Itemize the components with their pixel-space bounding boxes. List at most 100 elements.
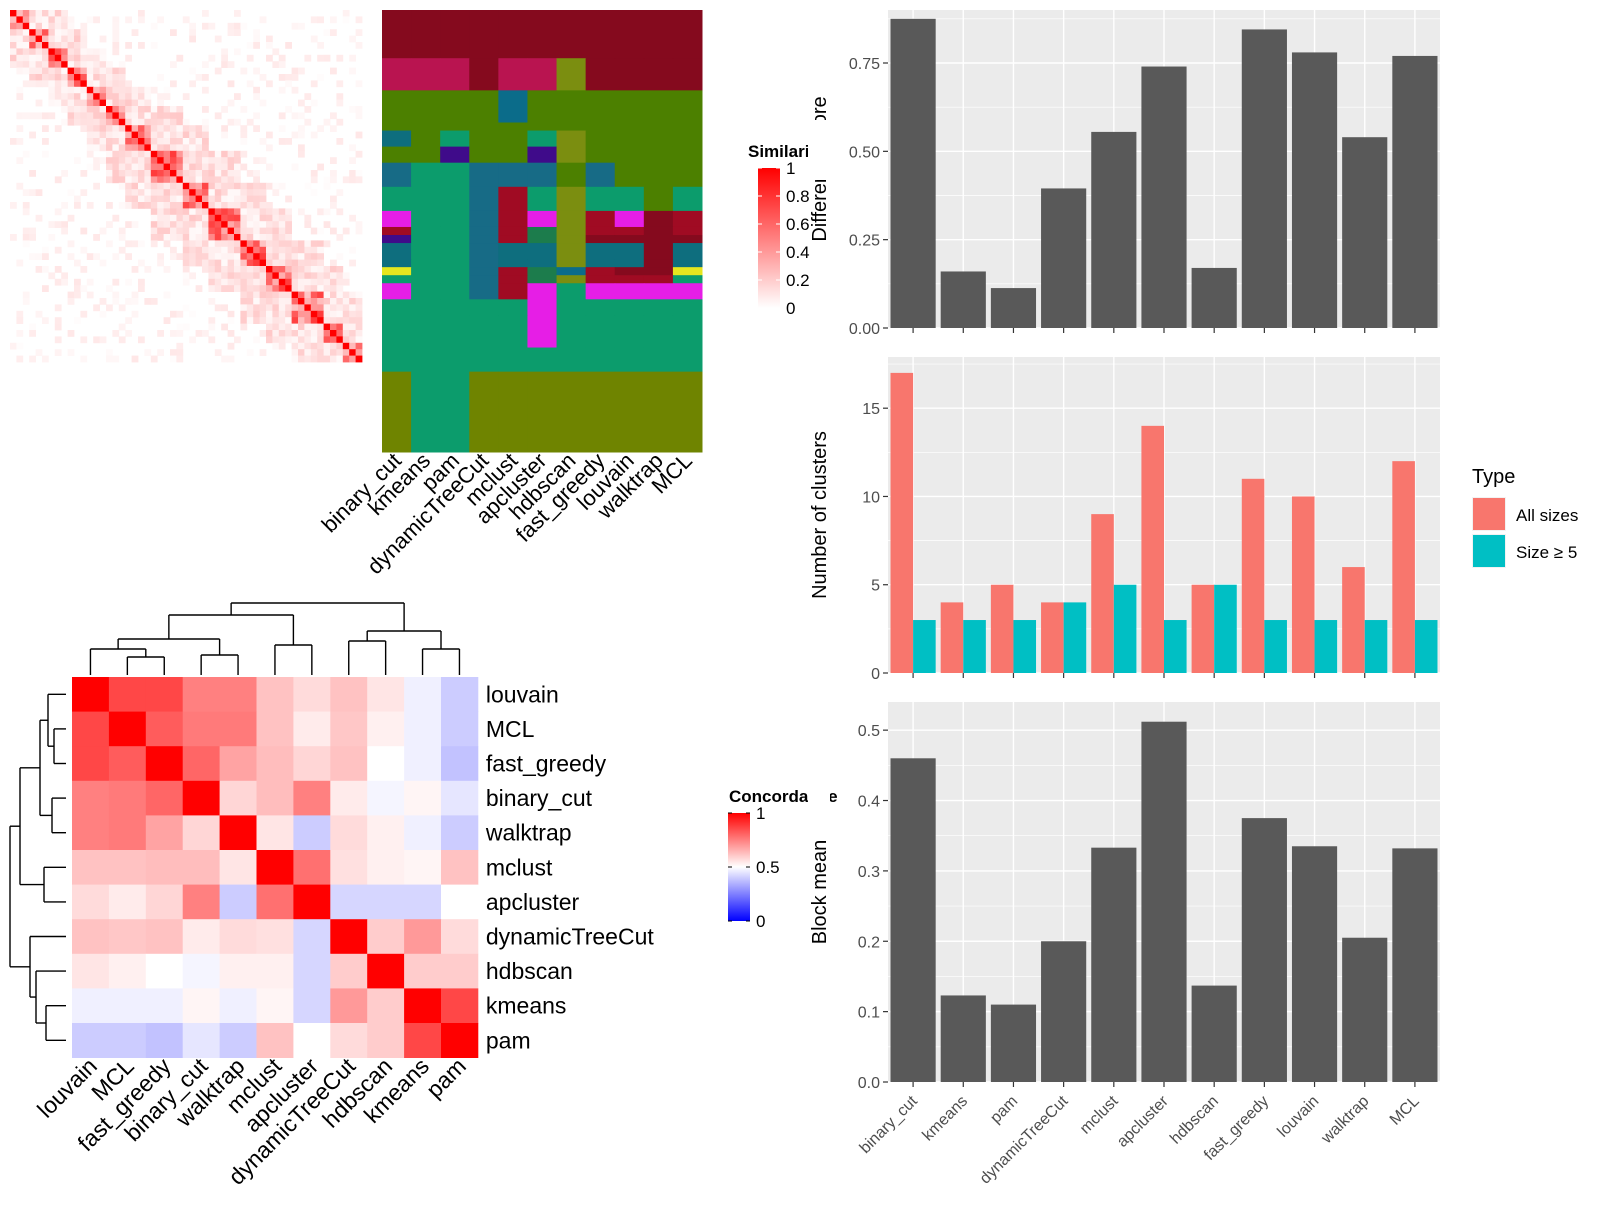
concordance-cell [293, 884, 331, 920]
similarity-cell [29, 253, 36, 260]
similarity-cell [138, 99, 145, 107]
similarity-cell [118, 118, 126, 126]
similarity-cell [163, 118, 171, 126]
similarity-cell [246, 182, 254, 190]
similarity-cell [285, 253, 292, 260]
similarity-cell [99, 144, 107, 152]
similarity-cell [278, 266, 286, 273]
similarity-cell [259, 349, 267, 356]
assignment-cell [672, 315, 703, 349]
similarity-cell [259, 16, 267, 24]
similarity-cell [214, 304, 222, 312]
similarity-cell [240, 221, 248, 228]
similarity-cell [170, 246, 177, 254]
similarity-cell [195, 227, 203, 235]
similarity-cell [112, 112, 120, 120]
similarity-cell [176, 138, 184, 145]
similarity-cell [266, 298, 273, 305]
similarity-cell [163, 234, 171, 241]
similarity-cell [234, 221, 241, 228]
similarity-cell [16, 67, 24, 75]
similarity-cell [106, 144, 113, 152]
similarity-cell [67, 330, 75, 337]
concordance-cell [367, 850, 405, 885]
similarity-cell [214, 278, 222, 286]
similarity-cell [278, 112, 286, 120]
assignment-cell [382, 275, 412, 284]
similarity-cell [227, 259, 235, 267]
similarity-cell [355, 304, 363, 312]
similarity-cell [272, 323, 280, 331]
similarity-cell [246, 208, 254, 216]
concordance-cell [145, 953, 184, 989]
similarity-cell [291, 246, 299, 254]
similarity-cell [342, 330, 350, 337]
similarity-cell [304, 182, 312, 190]
similarity-cell [138, 336, 145, 344]
assignment-cell [527, 10, 558, 59]
similarity-cell [163, 138, 171, 145]
concordance-cell [108, 953, 147, 989]
similarity-cell [86, 118, 94, 126]
similarity-cell [214, 176, 222, 184]
assignment-cell [556, 267, 587, 276]
bar [940, 271, 986, 328]
similarity-cell [310, 227, 318, 235]
similarity-cell [16, 342, 24, 350]
similarity-cell [150, 118, 158, 126]
similarity-cell [138, 125, 145, 132]
similarity-cell [176, 131, 184, 139]
assignment-cell [440, 267, 470, 276]
assignment-cell [672, 162, 703, 188]
assignment-cell [556, 210, 587, 228]
similarity-cell [157, 234, 164, 241]
concordance-cell [441, 988, 479, 1024]
similarity-cell [93, 144, 100, 152]
similarity-legend-label: 1 [786, 159, 795, 178]
assignment-cell [440, 259, 470, 268]
similarity-cell [16, 48, 24, 56]
similarity-cell [35, 10, 43, 17]
assignment-cell [556, 283, 587, 300]
similarity-cell [195, 221, 203, 228]
similarity-cell [112, 125, 120, 132]
concordance-cell [293, 919, 331, 955]
similarity-cell [323, 176, 331, 184]
similarity-cell [176, 182, 184, 190]
similarity-cell [208, 272, 216, 280]
similarity-cell [182, 131, 190, 139]
similarity-cell [10, 61, 17, 68]
similarity-cell [118, 304, 126, 312]
similarity-cell [48, 86, 56, 94]
similarity-cell [138, 189, 145, 196]
similarity-cell [317, 278, 324, 286]
similarity-cell [182, 272, 190, 280]
concordance-cell [145, 884, 184, 920]
similarity-cell [112, 99, 120, 107]
similarity-cell [195, 157, 203, 164]
similarity-cell [266, 163, 273, 171]
assignment-cell [498, 58, 528, 91]
assignment-cell [382, 315, 412, 349]
similarity-cell [67, 48, 75, 56]
similarity-cell [48, 74, 56, 81]
similarity-legend: Similarity 00.20.40.60.81 [748, 142, 825, 318]
similarity-cell [189, 131, 196, 139]
similarity-cell [125, 106, 132, 113]
similarity-cell [54, 61, 62, 68]
similarity-cell [298, 99, 305, 107]
similarity-cell [170, 355, 177, 363]
similarity-cell [355, 42, 363, 49]
similarity-cell [234, 278, 241, 286]
similarity-cell [176, 355, 184, 363]
similarity-cell [349, 291, 356, 299]
similarity-cell [144, 138, 152, 145]
similarity-cell [35, 29, 43, 36]
similarity-cell [182, 163, 190, 171]
similarity-cell [80, 310, 88, 318]
similarity-cell [195, 170, 203, 177]
concordance-legend-label: 0.5 [756, 858, 780, 877]
similarity-cell [93, 253, 100, 260]
similarity-cell [355, 317, 363, 324]
similarity-cell [240, 195, 248, 203]
